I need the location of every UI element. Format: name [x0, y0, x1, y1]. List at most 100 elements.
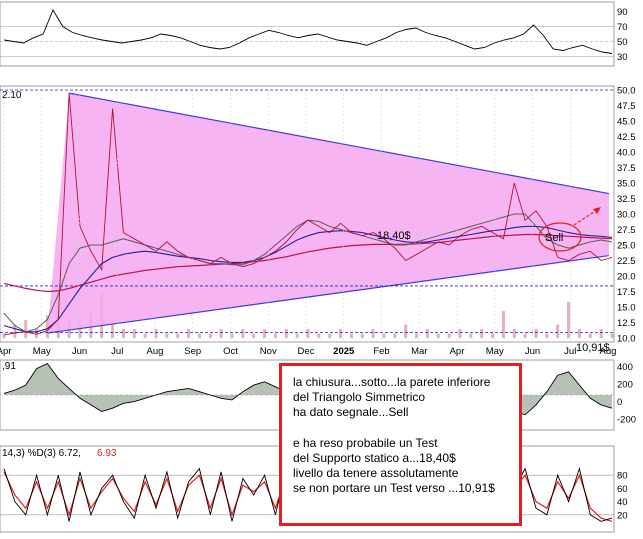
- rsi-line: [3, 8, 613, 54]
- macd-tick-label: 0: [617, 397, 622, 408]
- volume-bar: [78, 324, 82, 338]
- volume-bar: [317, 333, 321, 338]
- x-tick-label: Oct: [223, 346, 238, 357]
- rsi-tick-label: 50: [617, 37, 628, 48]
- price-tick-label: 17.5: [617, 287, 636, 298]
- triangle-lower-edge: [47, 254, 610, 334]
- x-tick-label: 2025: [333, 346, 355, 357]
- price-left-label: 2.10: [2, 90, 22, 101]
- volume-bar: [154, 329, 158, 338]
- price-tick-label: 25.0: [617, 241, 636, 252]
- price-tick-label: 10.0: [617, 334, 636, 345]
- x-tick-label: Dec: [298, 346, 315, 357]
- volume-bar: [230, 333, 234, 338]
- volume-bar: [219, 329, 223, 338]
- commentary-note: la chiusura...sotto...la parete inferior…: [279, 363, 522, 526]
- volume-bar: [458, 329, 462, 338]
- note-line: e ha reso probabile un Test: [293, 435, 438, 450]
- price-tick-label: 32.5: [617, 194, 636, 205]
- volume-bar: [132, 329, 136, 338]
- x-tick-label: Jun: [525, 346, 540, 357]
- annotation-support-low: 10,91$: [576, 342, 610, 354]
- rsi-tick-label: 70: [617, 22, 628, 33]
- volume-bar: [284, 329, 288, 338]
- macd-tick-label: 400: [617, 362, 633, 373]
- x-tick-label: Jul: [564, 346, 576, 357]
- sell-circle: [538, 222, 582, 252]
- volume-bar: [512, 329, 516, 338]
- volume-bar: [143, 333, 147, 338]
- price-tick-label: 15.0: [617, 303, 636, 314]
- volume-bar: [545, 333, 549, 338]
- x-tick-label: Nov: [260, 346, 277, 357]
- volume-bar: [577, 329, 581, 338]
- volume-bar: [45, 315, 49, 338]
- price-tick-label: 20.0: [617, 272, 636, 283]
- annotation-support-static: 18,40$: [377, 230, 411, 242]
- x-tick-label: Feb: [373, 346, 389, 357]
- volume-bar: [567, 302, 571, 338]
- ma-mid-line: [3, 225, 613, 333]
- x-tick-label: Sep: [184, 346, 201, 357]
- volume-bar: [349, 333, 353, 338]
- price-tick-label: 47.5: [617, 101, 636, 112]
- price-tick-label: 50.0: [617, 86, 636, 97]
- x-tick-label: Aug: [600, 346, 617, 357]
- volume-bar: [371, 329, 375, 338]
- note-line: del Supporto statico a...18,40$: [293, 450, 456, 465]
- stoch-header-value: 6.93: [97, 448, 117, 459]
- volume-bar: [328, 333, 332, 338]
- price-tick-label: 40.0: [617, 148, 636, 159]
- x-tick-label: Jul: [111, 346, 123, 357]
- volume-bar: [436, 333, 440, 338]
- volume-bar: [491, 333, 495, 338]
- stoch-tick-label: 80: [617, 471, 628, 482]
- volume-bar: [393, 333, 397, 338]
- rsi-layer: 90 70 50 30: [0, 7, 628, 63]
- stoch-tick-label: 60: [617, 484, 628, 495]
- volume-bar: [447, 333, 451, 338]
- volume-bar: [121, 329, 125, 338]
- price-tick-label: 45.0: [617, 117, 636, 128]
- volume-bar: [523, 333, 527, 338]
- stoch-tick-label: 40: [617, 497, 628, 508]
- volume-bar: [339, 329, 343, 338]
- volume-bar: [165, 333, 169, 338]
- macd-left-label: ,91: [2, 361, 16, 372]
- note-line: ha dato segnale...Sell: [293, 405, 409, 420]
- volume-bar: [208, 333, 212, 338]
- note-line: del Triangolo Simmetrico: [293, 390, 426, 405]
- volume-bar: [480, 329, 484, 338]
- triangle-fill: [47, 93, 609, 334]
- macd-tick-label: -200: [617, 415, 636, 426]
- sell-arrow-head: [593, 207, 601, 214]
- x-tick-label: Aug: [147, 346, 164, 357]
- annotation-sell: Sell: [545, 232, 563, 244]
- price-tick-label: 27.5: [617, 225, 636, 236]
- volume-bar: [24, 320, 28, 338]
- rsi-tick-label: 90: [617, 7, 628, 18]
- note-line: se non portare un Test verso ...10,91$: [293, 481, 495, 496]
- volume-bar: [197, 333, 201, 338]
- price-tick-label: 30.0: [617, 210, 636, 221]
- price-tick-label: 37.5: [617, 163, 636, 174]
- price-line: [3, 93, 613, 336]
- volume-bar: [187, 329, 191, 338]
- x-tick-label: Apr: [0, 346, 11, 357]
- volume-bar: [295, 333, 299, 338]
- volume-bar: [556, 324, 560, 338]
- x-tick-label: Jun: [72, 346, 87, 357]
- volume-bar: [588, 333, 592, 338]
- volume-bar: [425, 329, 429, 338]
- x-tick-label: Mar: [411, 346, 427, 357]
- volume-bar: [534, 329, 538, 338]
- volume-bar: [111, 324, 115, 338]
- volume-bar: [415, 333, 419, 338]
- volume-bar: [241, 329, 245, 338]
- price-tick-label: 42.5: [617, 132, 636, 143]
- volume-bar: [35, 329, 39, 338]
- volume-bar: [382, 333, 386, 338]
- volume-bar: [263, 329, 267, 338]
- volume-bar: [176, 333, 180, 338]
- volume-bar: [360, 333, 364, 338]
